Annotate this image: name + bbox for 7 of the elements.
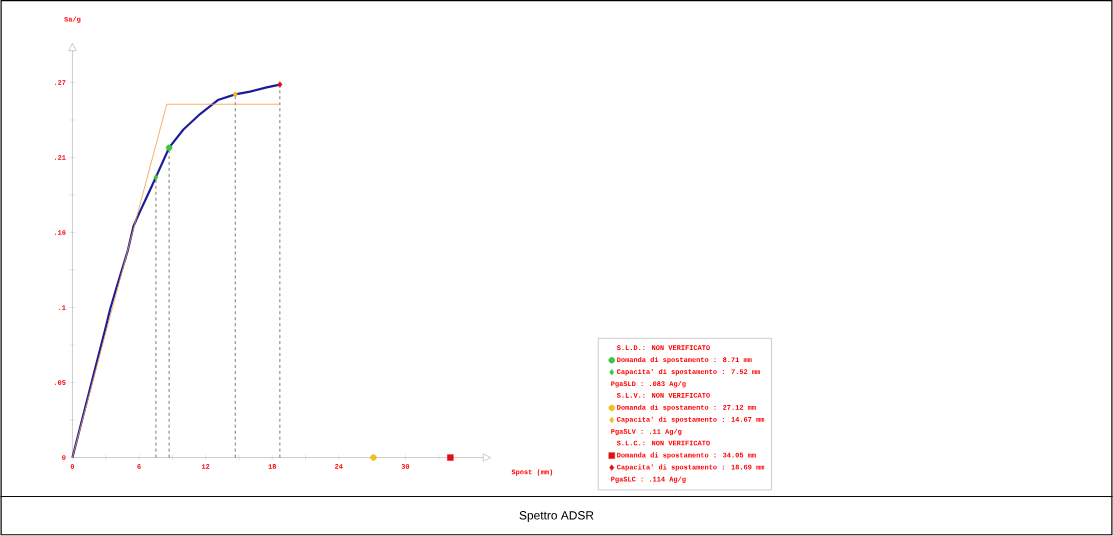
point [277,81,283,89]
point [370,454,377,462]
point [153,174,159,181]
point [447,454,454,462]
point [165,144,173,152]
text: Spettro ADSR [519,511,594,523]
point [232,91,238,98]
